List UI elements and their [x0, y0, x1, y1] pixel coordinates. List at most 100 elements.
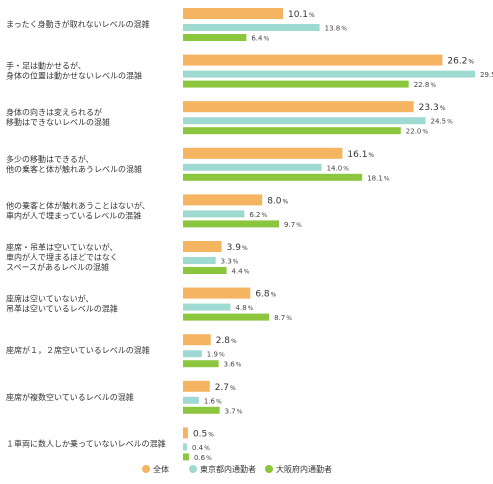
bar-all — [183, 241, 222, 252]
category-label-line: まったく身動きが取れないレベルの混雑 — [6, 19, 150, 29]
category-label-line: 多少の移動はできるが、 — [6, 154, 94, 164]
category-label-line: スペースがあるレベルの混雑 — [6, 262, 109, 272]
category-label-line: 他の乗客と体が触れあうことはないが、 — [6, 200, 150, 210]
data-label-value: 6.2 — [249, 211, 260, 219]
data-label-value: 10.1 — [288, 10, 308, 20]
category-label: １車両に数人しか乗っていないレベルの混雑 — [6, 438, 166, 448]
category-label-line: 手・足は動かせるが、 — [6, 61, 86, 71]
data-label-value: 0.4 — [192, 444, 204, 452]
data-label-value: 8.7 — [274, 314, 285, 322]
bar-group: １車両に数人しか乗っていないレベルの混雑 0.5% 0.4% 0.6% — [6, 427, 214, 462]
data-label: 8.7% — [274, 314, 292, 322]
category-label-line: 座席が複数空いているレベルの混雑 — [6, 392, 134, 402]
data-label: 6.8% — [255, 290, 276, 300]
data-label-value: 6.4 — [251, 35, 263, 43]
data-label-unit: % — [309, 12, 315, 19]
category-label-line: 座席が１，２席空いているレベルの混雑 — [6, 345, 150, 355]
data-label: 26.2% — [447, 57, 474, 67]
data-label: 29.5% — [480, 71, 493, 79]
data-label-value: 13.8 — [325, 25, 341, 33]
legend-item: 全体 — [142, 464, 169, 474]
category-label-line: １車両に数人しか乗っていないレベルの混雑 — [6, 438, 166, 448]
data-label: 8.0% — [267, 196, 288, 206]
data-label: 22.0% — [406, 128, 429, 136]
data-label: 3.7% — [225, 407, 243, 415]
bar-group: 手・足は動かせるが、身体の位置は動かせないレベルの混雑 26.2% 29.5% 22.… — [6, 54, 493, 89]
legend-label: 全体 — [153, 464, 169, 474]
bar-all — [183, 101, 414, 113]
bar-osaka — [183, 220, 280, 228]
data-label: 13.8% — [325, 25, 348, 33]
data-label: 0.4% — [192, 444, 210, 452]
bar-osaka — [183, 80, 409, 88]
bar-all — [183, 427, 188, 439]
data-label-value: 6.8 — [255, 290, 270, 300]
data-label-unit: % — [230, 385, 236, 392]
data-label-unit: % — [422, 129, 428, 136]
data-label-value: 1.6 — [204, 397, 216, 405]
bar-osaka — [183, 313, 270, 321]
legend-marker — [142, 465, 150, 473]
data-label-unit: % — [248, 305, 254, 312]
data-label-unit: % — [262, 212, 268, 219]
legend-item: 東京都内通勤者 — [189, 464, 256, 474]
data-label-unit: % — [233, 259, 239, 266]
data-label-unit: % — [368, 152, 374, 159]
category-label: 手・足は動かせるが、身体の位置は動かせないレベルの混雑 — [6, 61, 142, 81]
data-label-unit: % — [236, 362, 242, 369]
data-label: 2.7% — [215, 383, 236, 393]
data-label-value: 18.1 — [367, 174, 383, 182]
data-label: 6.2% — [249, 211, 267, 219]
bar-tokyo — [183, 70, 476, 78]
data-label-unit: % — [440, 105, 446, 112]
data-label-unit: % — [384, 175, 390, 182]
bar-all — [183, 194, 263, 206]
bar-osaka — [183, 360, 219, 368]
data-label-unit: % — [208, 431, 214, 438]
bar-tokyo — [183, 24, 320, 31]
data-label-value: 2.8 — [216, 336, 231, 346]
data-label: 0.6% — [194, 454, 212, 462]
data-label-unit: % — [468, 59, 474, 66]
bar-tokyo — [183, 163, 322, 171]
data-label-unit: % — [283, 198, 289, 205]
data-label: 18.1% — [367, 174, 390, 182]
data-label: 22.8% — [414, 81, 437, 89]
data-label-value: 1.9 — [207, 351, 218, 359]
data-label-unit: % — [343, 165, 349, 172]
data-label-value: 24.5 — [431, 118, 447, 126]
data-label-unit: % — [244, 269, 250, 276]
category-label-line: 他の乗客と体が触れあうレベルの混雑 — [6, 164, 142, 174]
bar-tokyo — [183, 257, 216, 264]
category-label-line: 移動はできないレベルの混雑 — [6, 117, 110, 127]
data-label-unit: % — [264, 36, 270, 43]
data-label-value: 3.3 — [221, 258, 232, 266]
data-label-unit: % — [341, 26, 347, 33]
chart-groups: まったく身動きが取れないレベルの混雑10.1%13.8%6.4%手・足は動かせる… — [6, 8, 493, 462]
data-label-value: 4.4 — [232, 268, 244, 276]
data-label-unit: % — [286, 315, 292, 322]
data-label-unit: % — [231, 338, 237, 345]
category-label: 多少の移動はできるが、他の乗客と体が触れあうレベルの混雑 — [6, 154, 142, 174]
bar-osaka — [183, 127, 401, 135]
data-label-unit: % — [242, 245, 248, 252]
bar-osaka — [183, 34, 247, 41]
data-label-value: 3.6 — [224, 361, 236, 369]
data-label-unit: % — [296, 222, 302, 229]
data-label-value: 22.0 — [406, 128, 422, 136]
data-label-value: 26.2 — [447, 57, 467, 67]
data-label-unit: % — [237, 408, 243, 415]
bar-all — [183, 8, 283, 19]
bar-all — [183, 54, 443, 66]
category-label: 座席が１，２席空いているレベルの混雑 — [6, 345, 150, 355]
bar-all — [183, 334, 211, 346]
category-label-line: 身体の向きは変えられるが — [6, 107, 102, 117]
category-label: 座席・吊革は空いていないが、車内が人で埋まるほどではなくスペースがあるレベルの混… — [6, 242, 118, 272]
data-label-value: 0.5 — [193, 429, 207, 439]
legend-item: 大阪府内通勤者 — [265, 464, 332, 474]
